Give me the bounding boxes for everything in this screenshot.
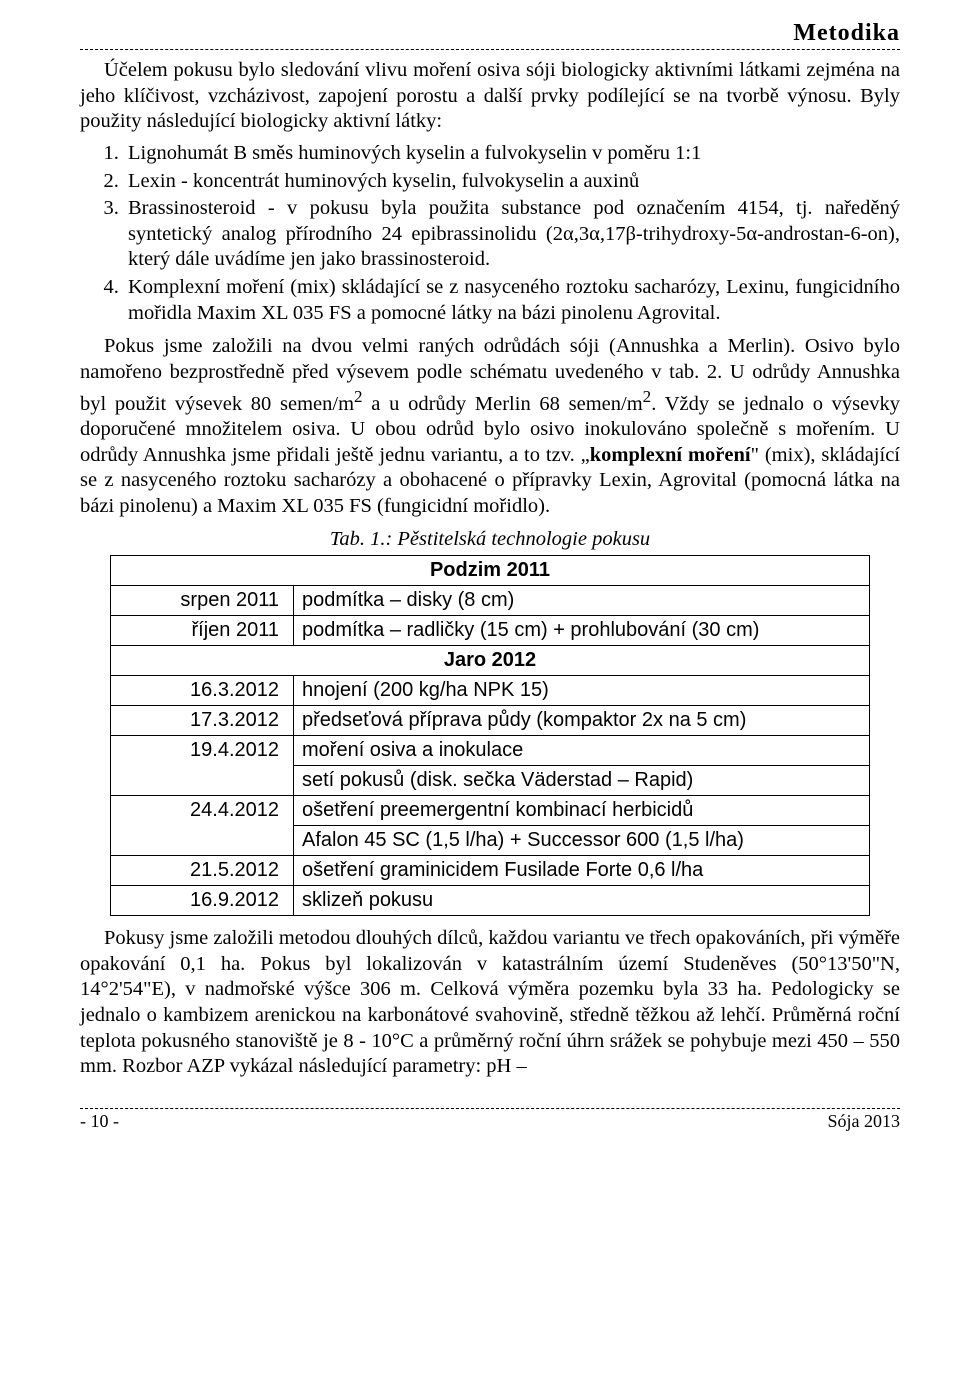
- technology-table: Podzim 2011 srpen 2011 podmítka – disky …: [110, 555, 870, 916]
- table-date-cell: 24.4.2012: [111, 796, 294, 856]
- table-title: Tab. 1.: Pěstitelská technologie pokusu: [80, 527, 900, 553]
- table-desc-cell: setí pokusů (disk. sečka Väderstad – Rap…: [294, 766, 870, 796]
- table-date-cell: 21.5.2012: [111, 856, 294, 886]
- list-item: Lexin - koncentrát huminových kyselin, f…: [124, 169, 900, 195]
- table-date-cell: srpen 2011: [111, 586, 294, 616]
- paragraph-2: Pokus jsme založili na dvou velmi raných…: [80, 334, 900, 519]
- footer-row: - 10 - Sója 2013: [80, 1111, 900, 1132]
- table-desc-cell: ošetření preemergentní kombinací herbici…: [294, 796, 870, 826]
- list-item: Komplexní moření (mix) skládající se z n…: [124, 275, 900, 326]
- table-desc-cell: předseťová příprava půdy (kompaktor 2x n…: [294, 706, 870, 736]
- table-desc-cell: hnojení (200 kg/ha NPK 15): [294, 676, 870, 706]
- table-desc-cell: moření osiva a inokulace: [294, 736, 870, 766]
- list-item: Lignohumát B směs huminových kyselin a f…: [124, 141, 900, 167]
- paragraph-3: Pokusy jsme založili metodou dlouhých dí…: [80, 926, 900, 1080]
- bold-term: komplexní moření: [590, 444, 751, 466]
- page-number: - 10 -: [80, 1111, 119, 1132]
- footer-divider: [80, 1108, 900, 1109]
- superscript: 2: [643, 387, 652, 406]
- table-desc-cell: ošetření graminicidem Fusilade Forte 0,6…: [294, 856, 870, 886]
- table-date-cell: 16.3.2012: [111, 676, 294, 706]
- table-desc-cell: Afalon 45 SC (1,5 l/ha) + Successor 600 …: [294, 826, 870, 856]
- text-run: a u odrůdy Merlin 68 semen/m: [363, 392, 643, 414]
- table-date-cell: říjen 2011: [111, 616, 294, 646]
- table-date-cell: 16.9.2012: [111, 886, 294, 916]
- table-date-cell: 19.4.2012: [111, 736, 294, 796]
- table-desc-cell: podmítka – disky (8 cm): [294, 586, 870, 616]
- methods-list: Lignohumát B směs huminových kyselin a f…: [80, 141, 900, 326]
- body-text: Účelem pokusu bylo sledování vlivu mořen…: [80, 58, 900, 1080]
- table-section-head: Jaro 2012: [111, 646, 870, 676]
- header-divider: [80, 49, 900, 50]
- table-date-cell: 17.3.2012: [111, 706, 294, 736]
- page: Metodika Účelem pokusu bylo sledování vl…: [0, 0, 960, 1152]
- table-desc-cell: podmítka – radličky (15 cm) + prohlubová…: [294, 616, 870, 646]
- footer-right-text: Sója 2013: [827, 1111, 900, 1132]
- table-desc-cell: sklizeň pokusu: [294, 886, 870, 916]
- superscript: 2: [354, 387, 363, 406]
- intro-paragraph: Účelem pokusu bylo sledování vlivu mořen…: [80, 58, 900, 135]
- list-item: Brassinosteroid - v pokusu byla použita …: [124, 196, 900, 273]
- table-section-head: Podzim 2011: [111, 556, 870, 586]
- page-footer: - 10 - Sója 2013: [80, 1108, 900, 1132]
- page-header-title: Metodika: [80, 20, 900, 47]
